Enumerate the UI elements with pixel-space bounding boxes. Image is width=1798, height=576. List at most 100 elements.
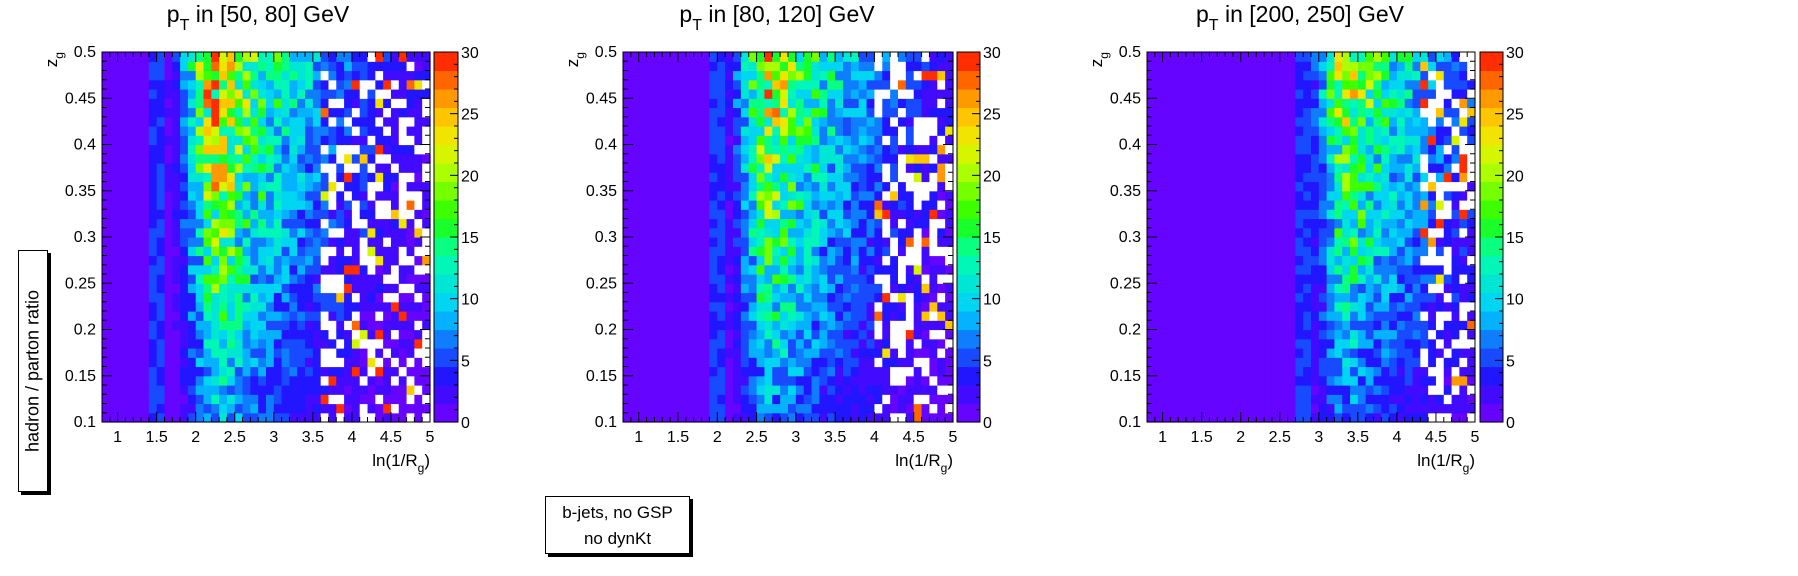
heatmap-cell <box>1209 366 1218 377</box>
heatmap-cell <box>827 246 836 257</box>
heatmap-cell <box>1170 200 1179 210</box>
heatmap-cell <box>748 301 758 312</box>
heatmap-cell <box>890 227 899 238</box>
heatmap-cell <box>646 61 656 72</box>
heatmap-cell <box>1357 375 1367 386</box>
heatmap-cell <box>795 375 805 386</box>
heatmap-cell <box>359 274 369 284</box>
heatmap-cell <box>866 283 876 294</box>
heatmap-cell <box>670 320 679 331</box>
heatmap-cell <box>211 385 220 395</box>
heatmap-cell <box>890 61 899 72</box>
heatmap-cell <box>1232 348 1242 358</box>
heatmap-cell <box>414 52 423 62</box>
heatmap-cell <box>780 255 789 266</box>
heatmap-cell <box>725 403 734 414</box>
heatmap-cell <box>733 116 742 127</box>
heatmap-cell <box>654 153 663 164</box>
heatmap-cell <box>1365 255 1375 266</box>
heatmap-cell <box>1186 301 1195 312</box>
heatmap-cell <box>819 70 828 81</box>
heatmap-cell <box>1295 218 1304 229</box>
heatmap-cell <box>109 153 119 164</box>
heatmap-cell <box>312 412 322 423</box>
heatmap-cell <box>344 329 353 340</box>
heatmap-cell <box>905 375 915 386</box>
heatmap-cell <box>1186 348 1195 358</box>
heatmap-cell <box>351 246 361 257</box>
heatmap-cell <box>1248 218 1257 229</box>
heatmap-cell <box>422 412 431 423</box>
heatmap-cell <box>273 190 283 201</box>
heatmap-cell <box>180 338 189 349</box>
heatmap-cell <box>351 89 361 99</box>
heatmap-cell <box>945 218 954 229</box>
heatmap-cell <box>898 227 907 238</box>
heatmap-cell <box>320 61 330 72</box>
heatmap-cell <box>921 153 931 164</box>
heatmap-cell <box>835 385 844 395</box>
heatmap-cell <box>1279 403 1289 414</box>
heatmap-cell <box>678 227 687 238</box>
heatmap-cell <box>258 79 267 90</box>
heatmap-cell <box>1232 135 1242 146</box>
heatmap-cell <box>764 348 773 358</box>
heatmap-cell <box>133 200 142 210</box>
heatmap-cell <box>172 237 181 247</box>
heatmap-cell <box>685 301 695 312</box>
heatmap-cell <box>187 79 197 90</box>
heatmap-cell <box>898 52 907 62</box>
heatmap-cell <box>733 89 742 99</box>
heatmap-cell <box>414 255 423 266</box>
heatmap-cell <box>305 301 314 312</box>
heatmap-cell <box>211 61 220 72</box>
heatmap-cell <box>1170 348 1179 358</box>
heatmap-cell <box>772 301 781 312</box>
heatmap-cell <box>351 311 361 321</box>
heatmap-cell <box>344 153 353 164</box>
heatmap-cell <box>383 329 392 340</box>
heatmap-cell <box>1256 107 1265 118</box>
heatmap-cell <box>748 163 758 173</box>
heatmap-cell <box>1318 52 1328 62</box>
heatmap-cell <box>312 89 322 99</box>
heatmap-cell <box>788 412 797 423</box>
heatmap-cell <box>874 135 883 146</box>
heatmap-cell <box>219 52 228 62</box>
heatmap-cell <box>234 403 244 414</box>
heatmap-cell <box>1193 283 1203 294</box>
heatmap-cell <box>117 144 127 155</box>
heatmap-cell <box>1209 311 1218 321</box>
colorbar-band <box>957 70 980 90</box>
heatmap-cell <box>367 98 376 109</box>
heatmap-cell <box>772 403 781 414</box>
heatmap-cell <box>1147 403 1156 414</box>
heatmap-cell <box>1342 264 1351 275</box>
heatmap-cell <box>141 237 150 247</box>
heatmap-cell <box>1357 329 1367 340</box>
heatmap-cell <box>1170 190 1179 201</box>
heatmap-cell <box>390 107 400 118</box>
heatmap-cell <box>1201 292 1211 303</box>
heatmap-cell <box>156 163 166 173</box>
heatmap-cell <box>756 366 766 377</box>
heatmap-cell <box>1193 255 1203 266</box>
heatmap-cell <box>141 385 150 395</box>
heatmap-cell <box>780 209 789 220</box>
heatmap-cell <box>328 107 337 118</box>
heatmap-cell <box>1264 172 1273 183</box>
heatmap-cell <box>929 311 938 321</box>
heatmap-cell <box>211 274 220 284</box>
heatmap-cell <box>780 385 789 395</box>
heatmap-cell <box>320 135 330 146</box>
heatmap-cell <box>701 357 711 368</box>
heatmap-cell <box>242 209 251 220</box>
heatmap-cell <box>858 338 868 349</box>
heatmap-cell <box>1186 61 1195 72</box>
heatmap-cell <box>630 107 640 118</box>
heatmap-cell <box>748 227 758 238</box>
heatmap-cell <box>819 237 828 247</box>
heatmap-cell <box>1287 135 1296 146</box>
heatmap-cell <box>1264 52 1273 62</box>
heatmap-cell <box>874 274 883 284</box>
